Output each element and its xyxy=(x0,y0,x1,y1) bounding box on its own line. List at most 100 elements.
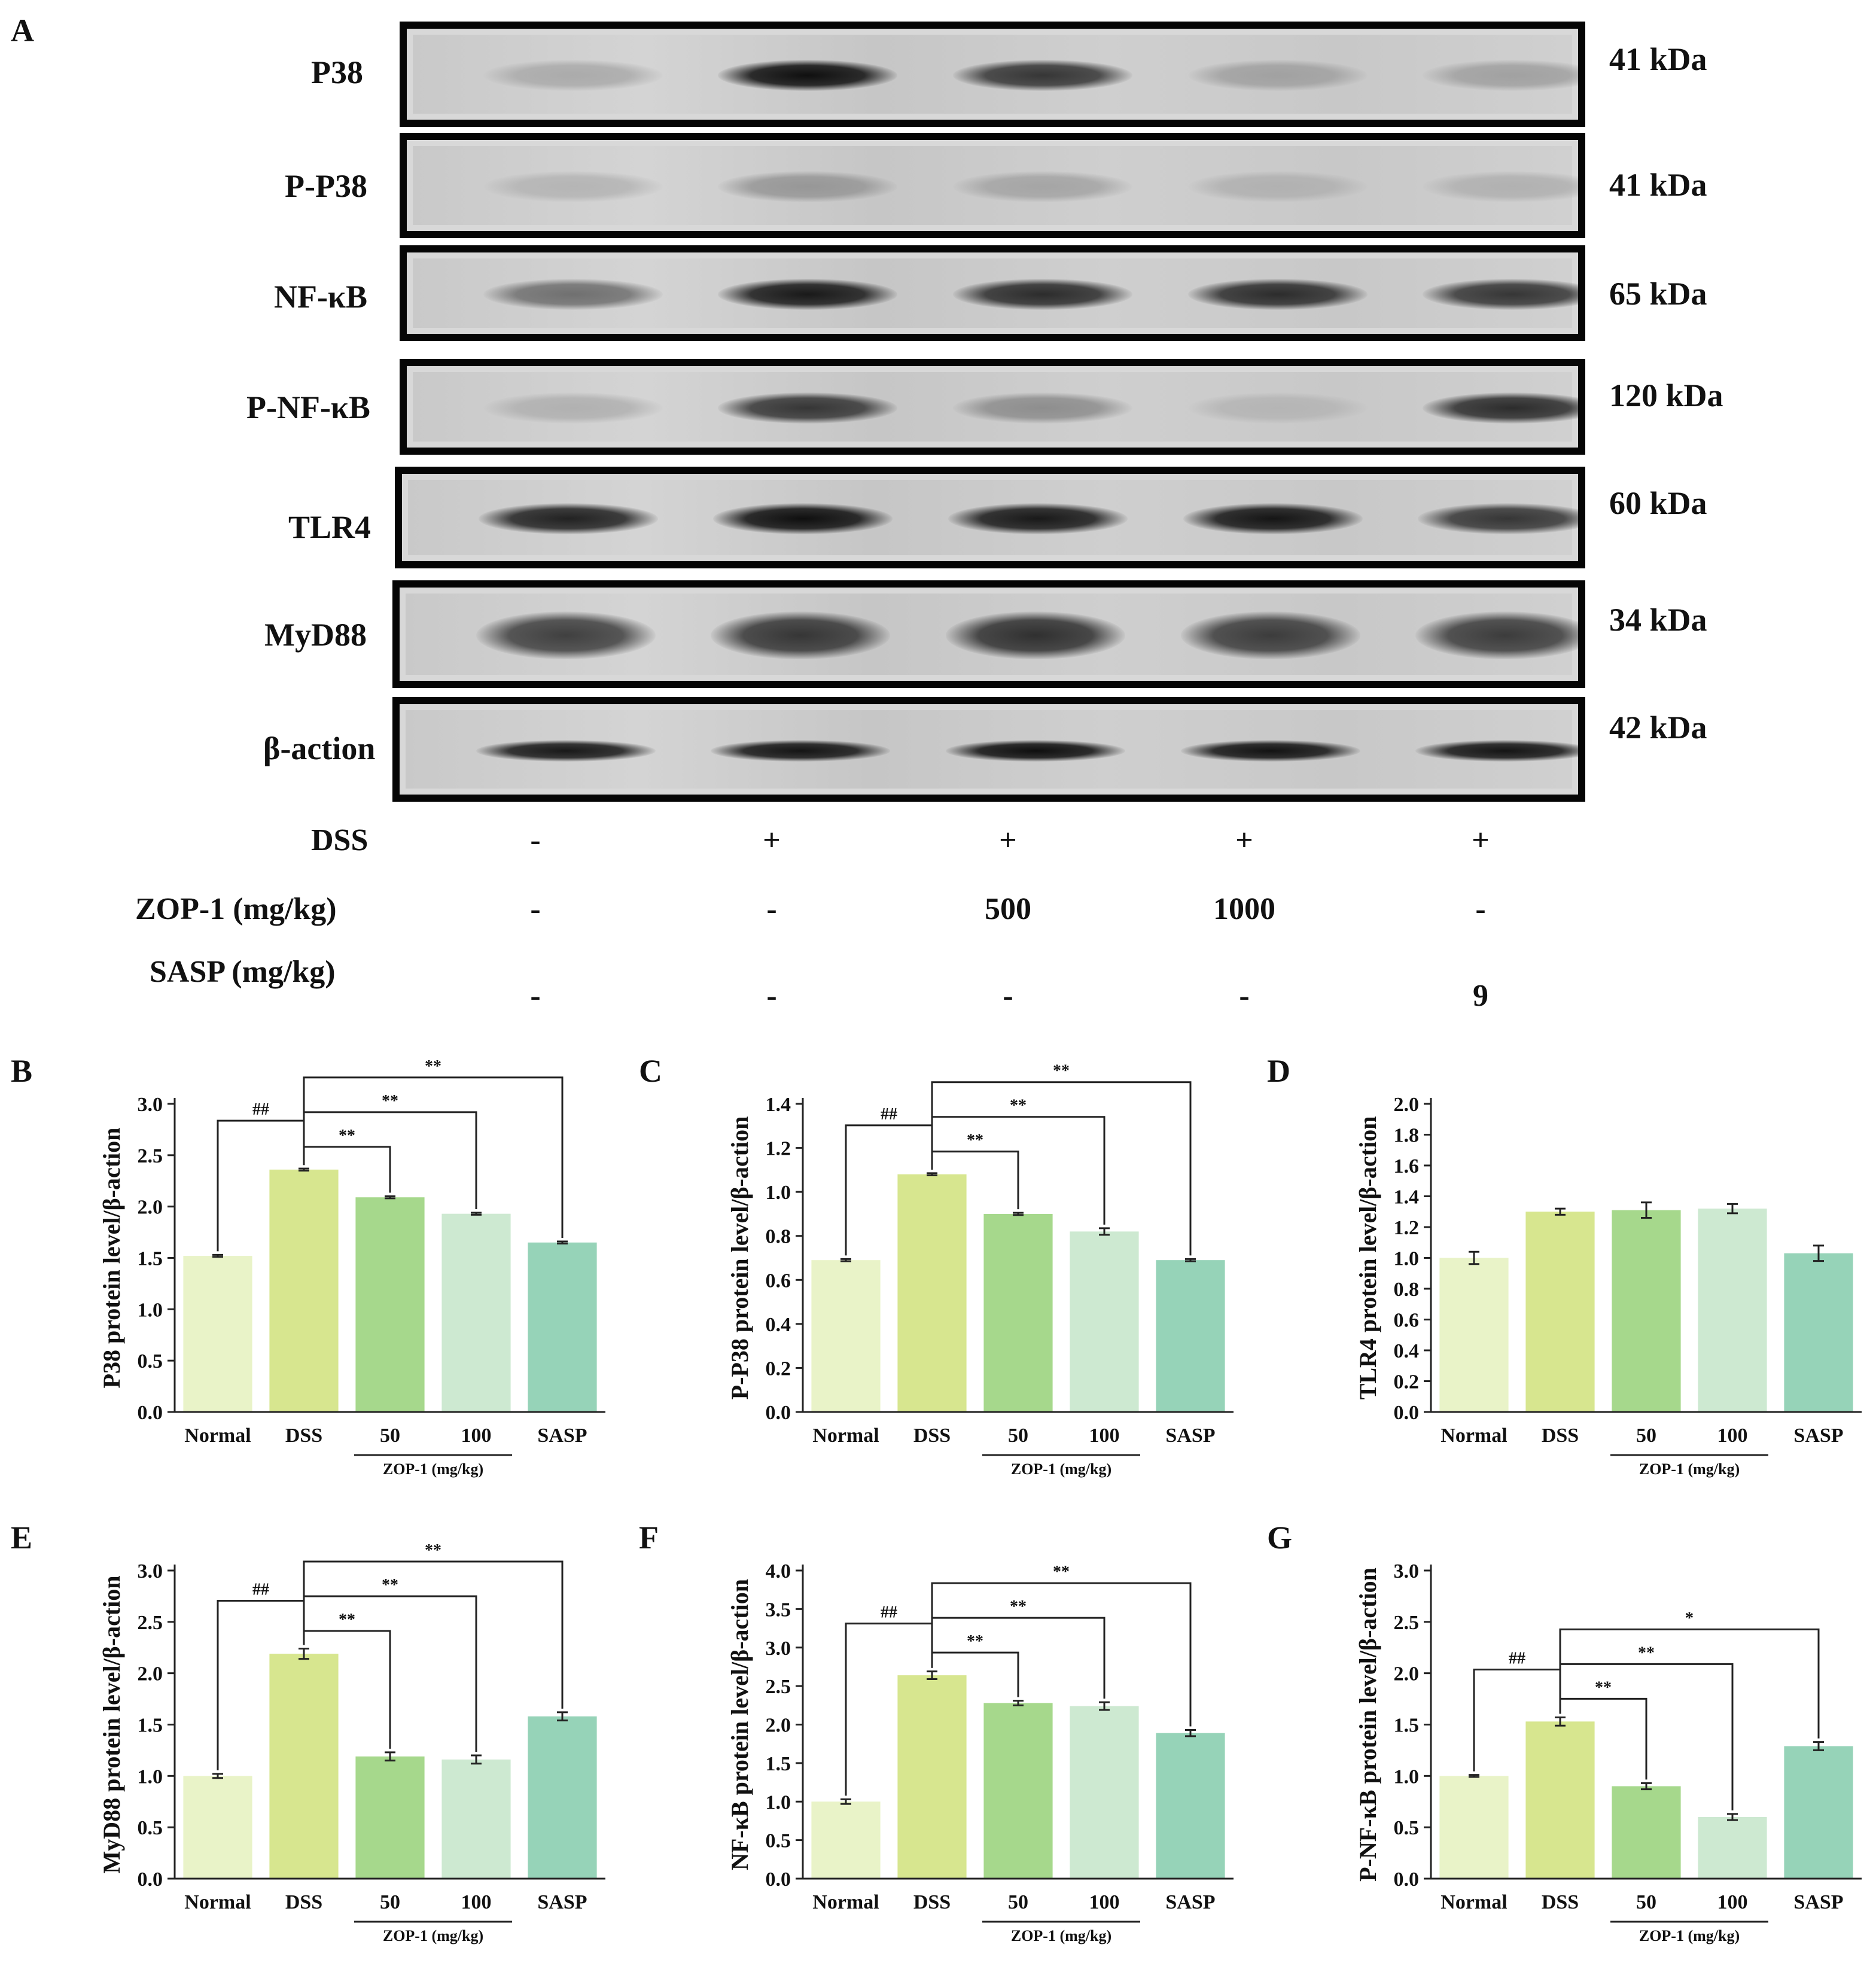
bar-sasp xyxy=(1784,1746,1853,1879)
treatment-value: + xyxy=(763,823,781,857)
chart-f: F 0.0 0.5 1.0 1.5 2.0 2.5 3.0 3.5 4.0 NF-κB protei… xyxy=(639,1520,1234,1944)
group-label: ZOP-1 (mg/kg) xyxy=(383,1927,483,1944)
y-tick-label: 0.0 xyxy=(138,1868,163,1891)
panel-letter: F xyxy=(639,1520,659,1556)
panel-letter: D xyxy=(1267,1053,1290,1089)
bar-sasp xyxy=(1784,1253,1853,1412)
treatment-value: - xyxy=(766,892,777,926)
significance-label: ** xyxy=(339,1611,355,1629)
band xyxy=(1181,739,1360,762)
treatment-name: ZOP-1 (mg/kg) xyxy=(135,892,337,926)
y-tick-label: 0.6 xyxy=(1394,1310,1420,1332)
significance-label: ** xyxy=(382,1092,398,1110)
protein-label: P-NF-κB xyxy=(246,389,370,425)
y-tick-label: 0.8 xyxy=(1394,1279,1420,1301)
x-tick-label: DSS xyxy=(1542,1425,1579,1447)
y-tick-label: 2.5 xyxy=(138,1145,163,1167)
y-tick-label: 0.2 xyxy=(1394,1371,1420,1393)
band xyxy=(946,611,1125,659)
x-tick-label: SASP xyxy=(1165,1425,1215,1447)
band xyxy=(1181,611,1360,659)
group-label: ZOP-1 (mg/kg) xyxy=(383,1460,483,1478)
x-tick-label: SASP xyxy=(1793,1891,1843,1913)
significance-label: ** xyxy=(1010,1097,1027,1115)
significance-label: ## xyxy=(252,1100,269,1119)
x-tick-label: 50 xyxy=(1636,1425,1656,1447)
bar-50 xyxy=(983,1213,1053,1412)
significance-bracket xyxy=(303,1560,564,1709)
bar-normal xyxy=(1439,1776,1509,1879)
y-axis-label: P-NF-κB protein level/β-action xyxy=(1354,1568,1381,1882)
treatment-value: - xyxy=(1475,892,1486,926)
panel-letter: C xyxy=(639,1053,662,1089)
y-axis-label: MyD88 protein level/β-action xyxy=(98,1575,125,1873)
y-tick-label: 1.0 xyxy=(1394,1248,1420,1270)
kda-label: 42 kDa xyxy=(1609,710,1707,745)
protein-label: P38 xyxy=(311,54,363,90)
bar-normal xyxy=(183,1776,252,1879)
bar-100 xyxy=(441,1759,511,1879)
kda-label: 41 kDa xyxy=(1609,167,1707,203)
band xyxy=(1423,392,1578,424)
y-tick-label: 0.4 xyxy=(766,1314,791,1336)
significance-label: ** xyxy=(1638,1644,1655,1662)
bar-dss xyxy=(897,1174,967,1412)
group-label: ZOP-1 (mg/kg) xyxy=(1639,1460,1740,1478)
y-tick-label: 0.8 xyxy=(766,1226,791,1248)
band xyxy=(483,60,663,91)
y-tick-label: 2.0 xyxy=(138,1663,163,1685)
significance-label: ** xyxy=(382,1576,398,1594)
x-tick-label: 100 xyxy=(461,1891,492,1913)
band xyxy=(1415,739,1578,762)
band xyxy=(1188,392,1368,424)
band xyxy=(711,739,890,762)
y-tick-label: 2.5 xyxy=(766,1676,791,1698)
blot-p-nf-b xyxy=(400,359,1585,455)
bar-50 xyxy=(1612,1210,1681,1412)
protein-label: P-P38 xyxy=(285,168,367,204)
band xyxy=(1423,171,1578,202)
kda-label: 60 kDa xyxy=(1609,485,1707,521)
bar-dss xyxy=(1525,1721,1595,1879)
bar-100 xyxy=(1698,1209,1767,1412)
x-tick-label: SASP xyxy=(537,1425,587,1447)
y-tick-label: 1.0 xyxy=(766,1791,791,1813)
y-tick-label: 2.5 xyxy=(138,1612,163,1634)
significance-bracket xyxy=(1559,1628,1820,1739)
y-tick-label: 0.0 xyxy=(766,1402,791,1424)
band xyxy=(1183,503,1363,534)
y-tick-label: 1.6 xyxy=(1394,1155,1420,1177)
band xyxy=(713,503,893,534)
band xyxy=(476,611,656,659)
y-tick-label: 3.0 xyxy=(138,1094,163,1116)
band xyxy=(946,739,1125,762)
kda-label: 120 kDa xyxy=(1609,378,1723,413)
band xyxy=(718,171,897,202)
band xyxy=(483,392,663,424)
y-tick-label: 2.0 xyxy=(138,1197,163,1219)
band xyxy=(1423,60,1578,91)
y-tick-label: 0.5 xyxy=(138,1350,163,1372)
y-tick-label: 2.0 xyxy=(1394,1094,1420,1116)
y-tick-label: 0.0 xyxy=(1394,1402,1420,1424)
significance-bracket xyxy=(303,1076,564,1238)
y-tick-label: 1.0 xyxy=(766,1182,791,1204)
bar-sasp xyxy=(1156,1260,1225,1412)
significance-label: ## xyxy=(252,1580,269,1599)
blot-myd88 xyxy=(392,580,1585,688)
bar-sasp xyxy=(528,1716,597,1879)
bar-dss xyxy=(269,1169,339,1412)
y-tick-label: 0.5 xyxy=(138,1817,163,1839)
y-tick-label: 3.0 xyxy=(138,1560,163,1582)
blot-p-p38 xyxy=(400,133,1585,238)
x-tick-label: 100 xyxy=(1717,1425,1748,1447)
significance-label: ** xyxy=(1010,1597,1027,1616)
x-tick-label: Normal xyxy=(1440,1425,1507,1447)
x-tick-label: SASP xyxy=(1165,1891,1215,1913)
x-tick-label: 100 xyxy=(1089,1891,1120,1913)
x-tick-label: 50 xyxy=(380,1891,400,1913)
band xyxy=(1188,171,1368,202)
significance-label: ** xyxy=(339,1127,355,1145)
band xyxy=(1415,611,1578,659)
y-axis-label: NF-κB protein level/β-action xyxy=(726,1579,753,1870)
